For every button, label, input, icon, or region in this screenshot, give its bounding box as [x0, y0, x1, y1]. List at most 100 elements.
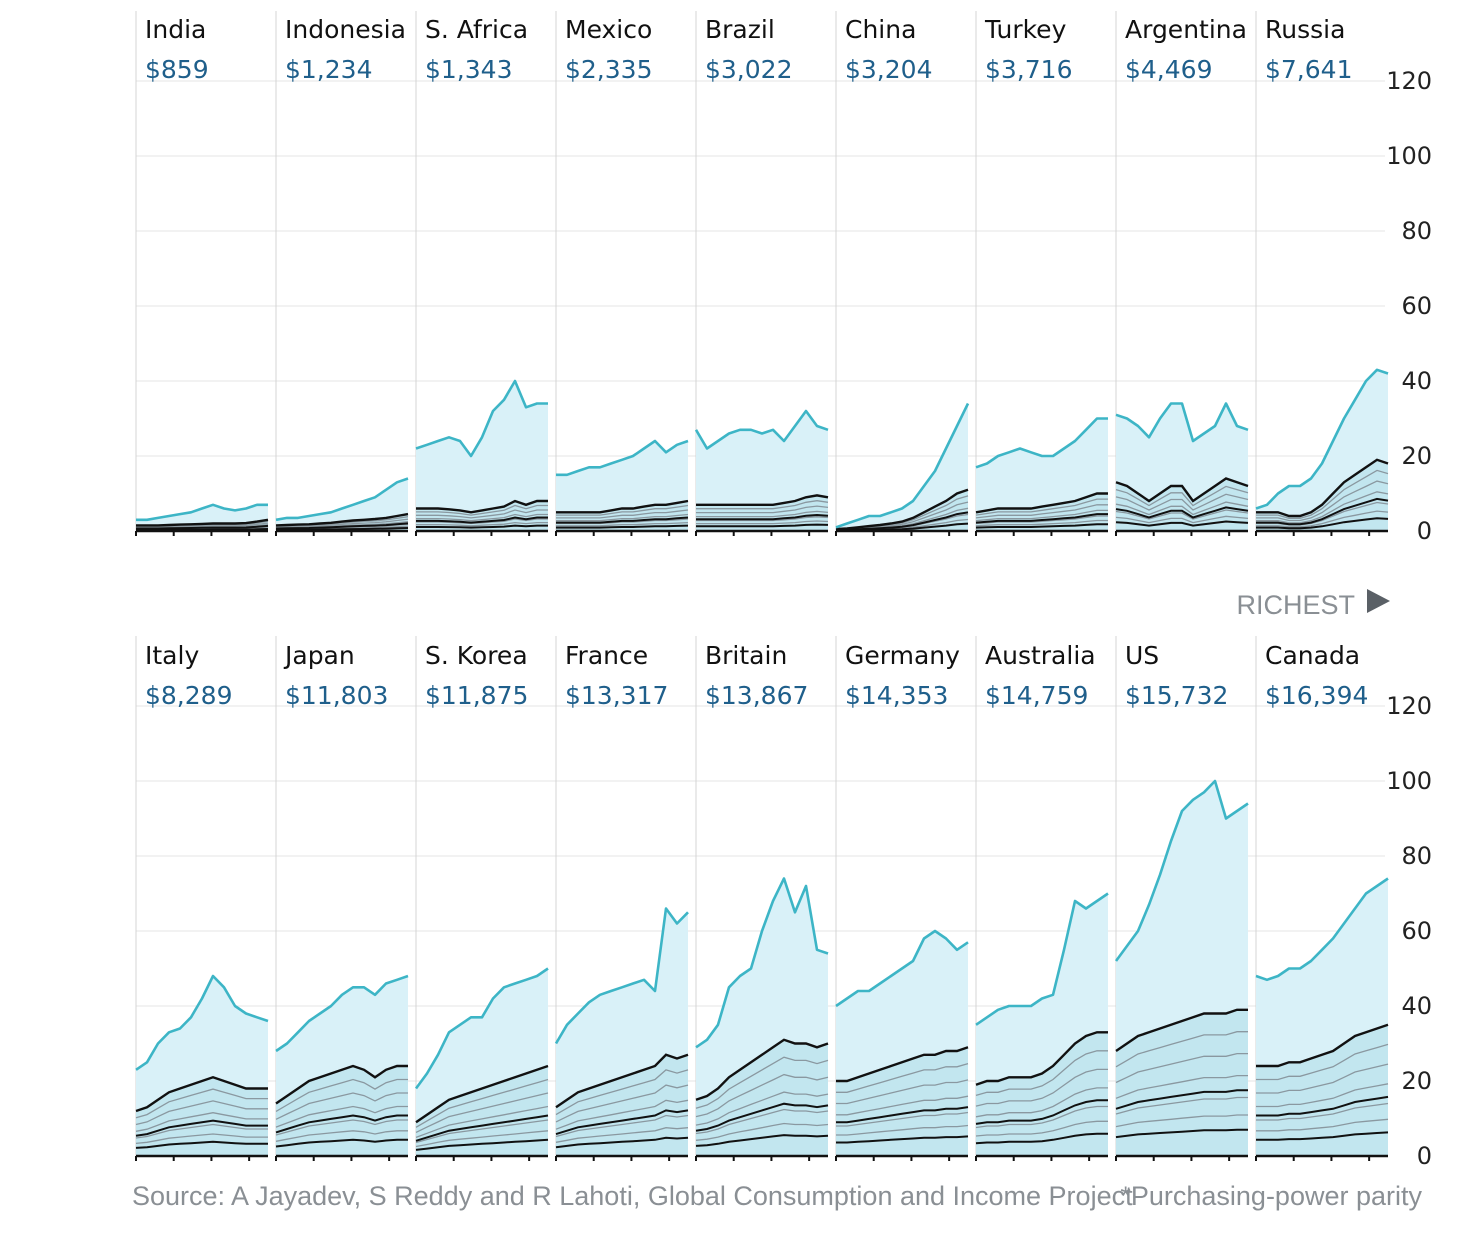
decile-line [975, 1050, 1108, 1097]
y-tick-label: 120 [1386, 692, 1432, 720]
area-layer [135, 368, 1389, 1161]
bottom-line [416, 524, 548, 529]
richest-line [275, 477, 409, 522]
bottom-line [275, 1138, 408, 1148]
inner-area-fill [1256, 1024, 1388, 1156]
decile-line [696, 510, 829, 518]
median-line [136, 524, 269, 530]
bottom-line [696, 523, 829, 528]
decile-line [135, 1112, 268, 1132]
median-line [275, 522, 409, 530]
decile-line [695, 1073, 829, 1118]
decile-line [1256, 480, 1389, 522]
decile-line [135, 1123, 268, 1139]
decile-line [555, 1069, 689, 1116]
bottom-line [836, 1135, 969, 1144]
richest-line [554, 907, 689, 1045]
decile-line [836, 1095, 969, 1116]
richest-line [1115, 402, 1249, 443]
decile-line [556, 509, 689, 519]
decile-line [1256, 1083, 1389, 1108]
median-line [1115, 1089, 1248, 1110]
decile-line [135, 1133, 268, 1145]
upper-decile-line [275, 1064, 408, 1105]
decile-line [416, 509, 548, 519]
decile-line [695, 1122, 829, 1141]
upper-decile-line [1256, 458, 1389, 518]
decile-line [695, 1056, 829, 1109]
area-fill [416, 381, 548, 531]
y-tick-label: 120 [1386, 67, 1432, 95]
median-line [555, 1109, 689, 1136]
panel-country-label: S. Korea [425, 641, 528, 670]
decile-line [975, 515, 1108, 525]
decile-line [415, 1078, 549, 1128]
decile-line [1256, 1063, 1389, 1094]
median-line [1256, 497, 1389, 526]
decile-line [1115, 1074, 1248, 1099]
bottom-line [975, 1132, 1108, 1145]
inner-area-fill [1256, 459, 1388, 531]
decile-line [556, 504, 689, 516]
panel-value-label: $14,759 [985, 681, 1088, 710]
panel-value-label: $15,732 [1125, 681, 1228, 710]
source-note: Source: A Jayadev, S Reddy and R Lahoti,… [132, 1181, 1133, 1211]
decile-line [415, 1119, 549, 1144]
bottom-line [556, 524, 689, 529]
median-line [975, 513, 1108, 524]
panel-country-label: Canada [1265, 641, 1360, 670]
panel-country-label: Germany [845, 641, 960, 670]
panel-value-label: $3,022 [705, 55, 792, 84]
bottom-line [1256, 517, 1389, 530]
richest-line [975, 892, 1109, 1026]
decile-line [1256, 510, 1389, 528]
decile-line [975, 498, 1108, 516]
decile-line [836, 1062, 969, 1093]
decile-line [836, 1079, 969, 1105]
richest-line [556, 439, 689, 477]
median-line [275, 1114, 408, 1134]
panel-country-label: S. Africa [425, 15, 528, 44]
decile-line [975, 1120, 1108, 1137]
decile-line [975, 1087, 1108, 1118]
median-line [556, 516, 689, 524]
inner-area-fill [696, 1039, 828, 1156]
median-line [836, 1106, 969, 1124]
richest-line [975, 417, 1108, 469]
decile-line [1115, 1096, 1248, 1115]
decile-line [1115, 509, 1249, 520]
decile-line [556, 521, 689, 527]
median-line [696, 513, 829, 521]
upper-decile-line [136, 518, 269, 527]
upper-decile-line [975, 1031, 1108, 1086]
decile-line [1115, 1031, 1248, 1068]
panel-value-label: $2,335 [565, 55, 652, 84]
y-tick-label: 60 [1401, 917, 1432, 945]
decile-line [275, 1105, 408, 1128]
panel-country-label: India [145, 15, 206, 44]
y-tick-label: 40 [1401, 367, 1432, 395]
panel-value-label: $11,875 [425, 681, 528, 710]
decile-line [975, 509, 1108, 522]
panel-value-label: $13,317 [565, 681, 668, 710]
y-tick-label: 20 [1401, 442, 1432, 470]
decile-line [415, 1105, 549, 1139]
decile-line [836, 1111, 969, 1127]
decile-line [555, 1084, 689, 1123]
panel-country-label: Italy [145, 641, 199, 670]
y-tick-label: 0 [1417, 517, 1432, 545]
decile-line [555, 1099, 689, 1130]
upper-decile-line [696, 494, 829, 506]
bottom-line [1256, 1131, 1389, 1141]
bottom-line [695, 1134, 829, 1147]
y-tick-label: 100 [1386, 767, 1432, 795]
decile-line [135, 1100, 268, 1126]
decile-line [1256, 469, 1389, 519]
decile-line [1115, 515, 1249, 524]
decile-line [275, 1078, 408, 1112]
decile-line [1115, 493, 1249, 511]
decile-line [696, 520, 829, 525]
decile-line [975, 1105, 1108, 1129]
decile-line [135, 1088, 268, 1119]
panel-value-label: $3,716 [985, 55, 1072, 84]
